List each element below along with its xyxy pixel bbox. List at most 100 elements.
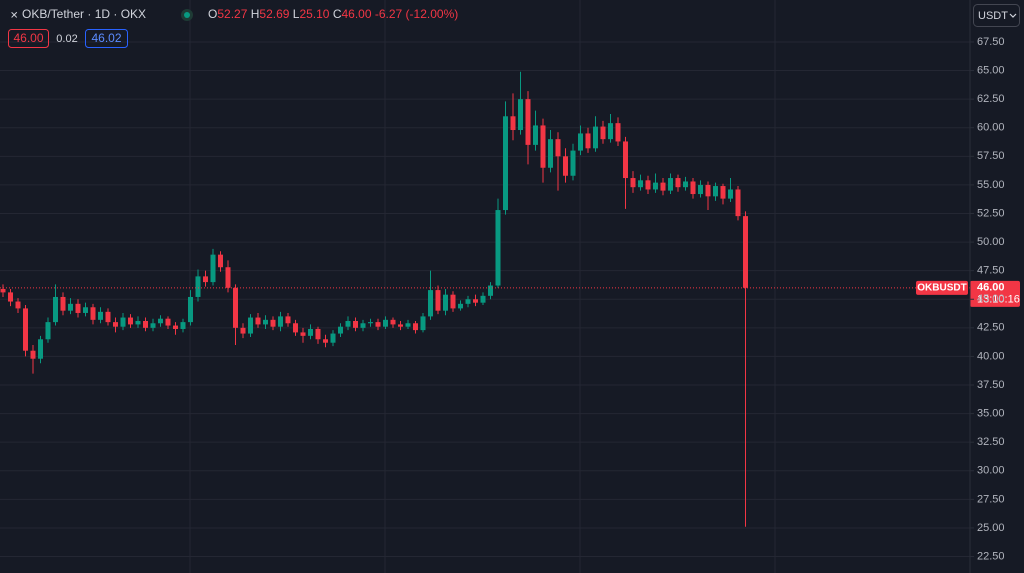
y-tick-label: 22.50: [977, 550, 1005, 562]
candle-body: [398, 324, 403, 327]
y-tick-label: 55.00: [977, 179, 1005, 191]
candle-body: [195, 276, 201, 297]
candle-body: [8, 292, 13, 302]
candle-body: [203, 276, 208, 283]
candle-body: [38, 339, 43, 359]
y-tick-label: 47.50: [977, 265, 1005, 277]
candle-body: [668, 178, 673, 191]
symbol-tag-label: OKBUSDT: [917, 282, 966, 293]
candle-body: [113, 322, 118, 327]
candle-body: [128, 317, 133, 325]
y-tick-label: 40.00: [977, 350, 1005, 362]
candle-body: [83, 307, 88, 313]
candle-body: [308, 328, 313, 336]
candle-body: [45, 322, 51, 340]
candle-body: [698, 184, 703, 195]
candle-body: [0, 288, 6, 293]
symbol-icon: ✕: [10, 11, 18, 22]
candle-body: [435, 290, 441, 311]
candle-body: [518, 99, 523, 131]
price-axis: 22.50 25.00 27.50 30.00 32.50 35.00 37.50 40.00…: [970, 36, 1005, 562]
currency-button[interactable]: [973, 4, 1020, 27]
candle-body: [660, 182, 666, 191]
candle-body: [458, 303, 463, 309]
candle-body: [743, 216, 748, 288]
open-value: 52.27: [217, 7, 247, 21]
currency-label: USDT: [978, 10, 1008, 22]
high-value: 52.69: [259, 7, 289, 21]
candle-body: [720, 186, 726, 199]
candles: [0, 71, 748, 527]
candle-body: [270, 319, 276, 327]
candle-body: [158, 318, 163, 324]
vertical-grid: [189, 0, 776, 573]
sell-price: 46.00: [13, 31, 43, 45]
y-tick-label: 65.00: [977, 64, 1005, 76]
candle-body: [240, 327, 246, 334]
candle-body: [165, 318, 171, 326]
candle-body: [690, 181, 696, 195]
candle-body: [510, 116, 516, 131]
price-tag-value: 46.00: [977, 282, 1005, 294]
candle-body: [548, 139, 553, 168]
low-value: 25.10: [299, 7, 329, 21]
candle-body: [278, 316, 283, 327]
y-tick-label: 60.00: [977, 122, 1005, 134]
candle-body: [98, 311, 103, 320]
candle-body: [540, 125, 546, 168]
o-label: O: [208, 7, 217, 21]
symbol-title[interactable]: OKB/Tether · 1D · OKX: [22, 7, 146, 21]
candle-body: [503, 116, 508, 211]
y-tick-label: 45.00: [977, 293, 1005, 305]
candle-body: [450, 294, 456, 309]
candle-body: [630, 178, 636, 188]
candle-body: [90, 307, 96, 320]
c-label: C: [333, 7, 342, 21]
candle-body: [600, 126, 606, 140]
y-tick-label: 35.00: [977, 408, 1005, 420]
buy-price: 46.02: [91, 31, 121, 45]
y-tick-label: 27.50: [977, 493, 1005, 505]
candle-body: [345, 320, 351, 327]
candle-body: [375, 322, 381, 327]
candle-body: [555, 139, 561, 157]
candle-body: [143, 320, 148, 328]
candle-body: [68, 303, 73, 311]
candle-body: [255, 317, 261, 325]
candle-body: [293, 323, 298, 333]
candle-body: [150, 323, 156, 328]
candle-body: [383, 319, 388, 327]
candle-body: [495, 210, 501, 286]
change-value: -6.27 (-12.00%): [375, 7, 458, 21]
candle-body: [180, 322, 186, 329]
candle-body: [75, 303, 81, 313]
candle-body: [465, 299, 471, 304]
candle-body: [405, 323, 411, 327]
l-label: L: [293, 7, 300, 21]
spread: 0.02: [56, 33, 77, 45]
candle-body: [105, 311, 111, 323]
sell-box[interactable]: [8, 29, 49, 48]
y-tick-label: 37.50: [977, 379, 1005, 391]
candle-body: [53, 296, 58, 323]
y-tick-label: 50.00: [977, 236, 1005, 248]
y-tick-label: 32.50: [977, 436, 1005, 448]
candle-body: [338, 326, 343, 334]
candle-body: [473, 299, 478, 303]
candle-body: [233, 287, 238, 328]
candle-body: [525, 99, 531, 145]
candle-body: [570, 150, 576, 176]
y-tick-label: 57.50: [977, 150, 1005, 162]
buy-box[interactable]: [85, 29, 128, 48]
candle-body: [578, 133, 583, 151]
h-label: H: [251, 7, 260, 21]
ohlc-legend: O52.27 H52.69 L25.10 C46.00 -6.27 (-12.0…: [208, 7, 458, 21]
candle-body: [638, 180, 643, 188]
candle-body: [15, 301, 21, 309]
candle-body: [135, 320, 141, 325]
candle-body: [585, 133, 591, 149]
candle-body: [645, 180, 651, 190]
